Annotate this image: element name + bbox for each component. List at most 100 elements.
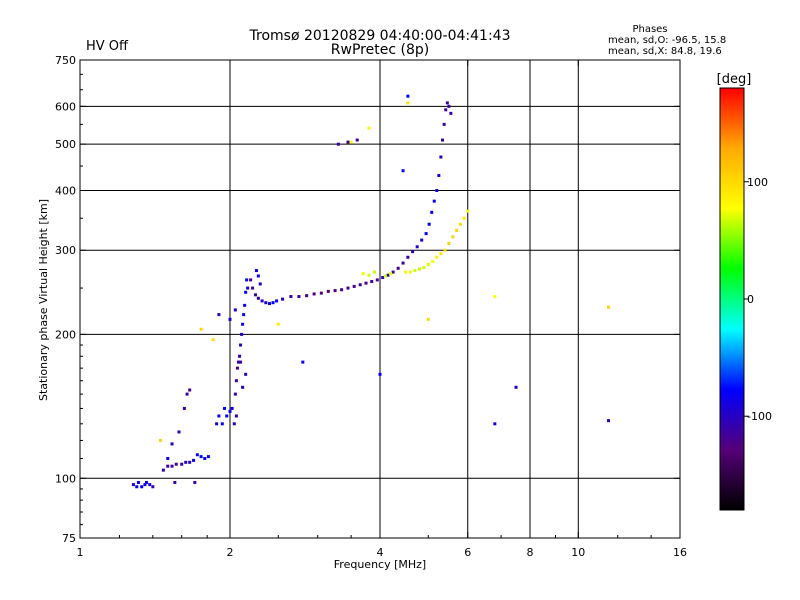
data-point [427,222,431,226]
data-point [236,360,240,364]
data-point [370,280,374,284]
chart-subtitle: RwPretec (8p) [331,42,429,58]
data-point [264,301,268,305]
x-tick-label: 1 [77,546,84,559]
data-point [185,392,189,396]
hv-status: HV Off [86,39,129,54]
data-point [439,155,443,159]
data-point [336,142,340,146]
data-point [441,138,445,142]
x-tick-label: 8 [527,546,534,559]
phases-o-line: mean, sd,O: -96.5, 15.8 [608,35,726,46]
data-point [389,272,393,276]
data-point [276,322,280,326]
data-point [240,332,244,336]
data-point [217,414,221,418]
data-point [514,385,518,389]
data-point [493,422,497,426]
y-axis-label: Stationary phase Virtual Height [km] [37,199,50,401]
y-tick-label: 500 [55,138,76,151]
data-point [166,456,170,460]
data-point [375,278,379,282]
data-point [447,241,451,245]
data-point [234,414,238,418]
data-point [607,305,611,309]
data-point [432,199,436,203]
data-point [435,188,439,192]
data-point [233,308,237,312]
data-point [256,274,260,278]
data-point [145,480,149,484]
data-point [170,442,174,446]
data-point [225,414,229,418]
data-point [455,228,459,232]
data-point [426,263,430,267]
data-point [367,126,371,130]
data-point [312,292,316,296]
x-tick-label: 16 [673,546,687,559]
y-tick-label: 300 [55,244,76,257]
y-tick-label: 100 [55,472,76,485]
colorbar-ticks: 100 0 -100 [744,176,772,423]
data-points [131,94,611,489]
data-point [289,295,293,299]
data-point [424,232,428,236]
data-point [367,273,371,277]
data-point [442,122,446,126]
data-point [245,278,249,282]
data-point [228,409,232,413]
colorbar-tick-label: 0 [747,293,754,306]
data-point [249,278,253,282]
y-tick-label: 200 [55,328,76,341]
data-point [206,455,210,459]
data-point [267,302,271,306]
data-point [443,248,447,252]
data-point [386,273,390,277]
data-point [140,485,144,489]
data-point [173,480,177,484]
colorbar-tick-label: 100 [747,176,768,189]
data-point [275,299,279,303]
data-point [211,338,215,342]
data-point [301,360,305,364]
data-point [241,322,245,326]
data-point [430,210,434,214]
data-point [297,295,301,299]
data-point [406,255,410,259]
data-point [352,284,356,288]
data-point [391,270,395,274]
data-point [403,270,407,274]
data-point [151,485,155,489]
chart-title: Tromsø 20120829 04:40:00-04:41:43 [249,28,511,44]
data-point [364,281,368,285]
data-point [493,295,497,299]
data-point [188,388,192,392]
data-point [161,468,165,472]
data-point [426,317,430,321]
phases-title: Phases [632,24,667,35]
data-point [239,343,243,347]
data-point [422,266,426,270]
data-point [238,354,242,358]
data-point [233,392,237,396]
data-point [358,283,362,287]
colorbar-tick-label: -100 [747,410,772,423]
data-point [158,438,162,442]
y-tick-label: 75 [62,532,76,545]
data-point [396,266,400,270]
data-point [406,101,410,105]
data-point [413,269,417,273]
data-point [232,422,236,426]
data-point [241,385,245,389]
data-point [420,238,424,242]
data-point [199,327,203,331]
data-point [406,94,410,98]
data-point [199,455,203,459]
data-point [466,209,470,213]
data-point [184,460,188,464]
data-point [174,462,178,466]
y-ticks: 75 100 200 300 400 500 600 750 [55,54,680,545]
data-point [401,169,405,173]
data-point [242,313,246,317]
data-point [449,111,453,115]
